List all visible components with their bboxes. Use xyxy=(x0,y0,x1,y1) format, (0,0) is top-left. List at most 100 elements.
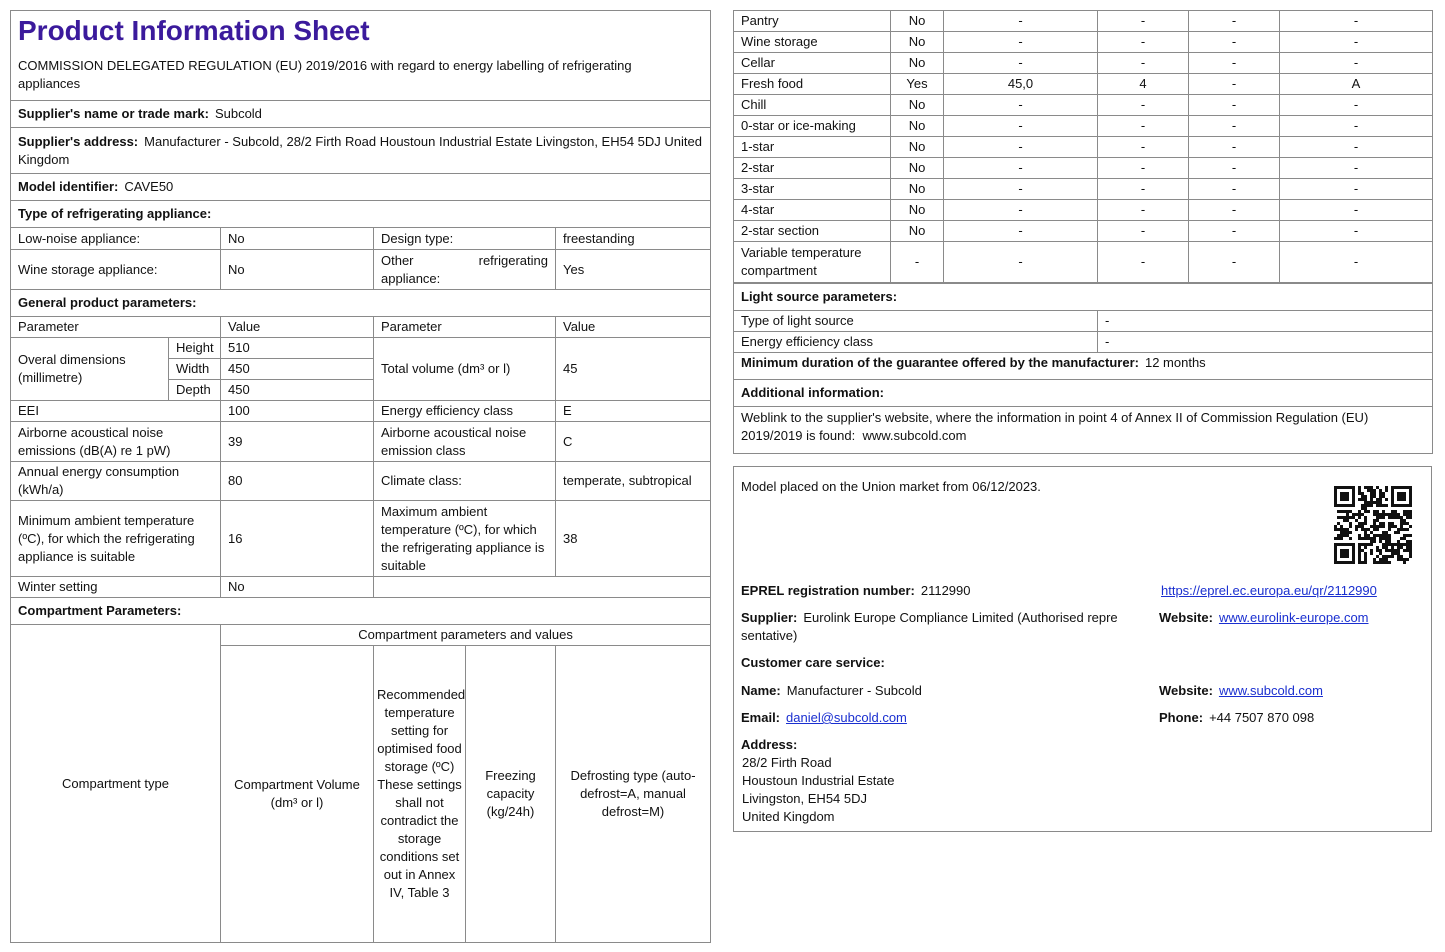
min-ambient-value: 16 xyxy=(220,500,374,577)
compartment-group-header: Compartment parameters and values xyxy=(219,624,712,646)
compartment-volume: - xyxy=(943,220,1098,242)
compartment-temperature: - xyxy=(1097,220,1189,242)
weblink-url[interactable]: www.subcold.com xyxy=(862,428,967,443)
compartment-volume: - xyxy=(943,52,1098,74)
model-label: Model identifier: xyxy=(18,179,119,194)
wine-storage-value: No xyxy=(220,249,374,290)
aec-value: 80 xyxy=(220,461,374,501)
height-label: Height xyxy=(168,337,221,359)
compartment-present: No xyxy=(890,178,944,200)
compartment-volume: - xyxy=(943,31,1098,53)
light-class-value: - xyxy=(1096,331,1434,353)
max-ambient-label: Maximum ambient temperature (ºC), for wh… xyxy=(373,500,556,577)
email-label: Email: xyxy=(741,710,781,725)
compartment-name: 1-star xyxy=(733,136,891,158)
phone-value: +44 7507 870 098 xyxy=(1209,710,1315,725)
compartment-present: Yes xyxy=(890,73,944,95)
header-parameter-2: Parameter xyxy=(373,316,556,338)
care-name-label: Name: xyxy=(741,683,781,698)
design-type-label: Design type: xyxy=(373,227,556,250)
compartment-present: - xyxy=(890,241,944,283)
weblink-text: Weblink to the supplier's website, where… xyxy=(741,410,1369,443)
compartment-freezing: - xyxy=(1188,157,1280,179)
eprel-url-link[interactable]: https://eprel.ec.europa.eu/qr/2112990 xyxy=(1161,583,1377,598)
compartment-temperature: - xyxy=(1097,10,1189,32)
supplier-website-link[interactable]: www.eurolink-europe.com xyxy=(1218,610,1369,625)
compartment-row: Pantry No - - - - xyxy=(733,10,1433,32)
design-type-value: freestanding xyxy=(554,227,712,250)
depth-label: Depth xyxy=(168,379,221,401)
eec-value: E xyxy=(554,400,712,422)
compartment-defrost: - xyxy=(1279,115,1433,137)
compartment-freezing: - xyxy=(1188,52,1280,74)
freezing-header: Freezing capacity (kg/24h) xyxy=(465,645,556,943)
eec-label: Energy efficiency class xyxy=(373,400,556,422)
care-website-label: Website: xyxy=(1159,683,1213,698)
compartment-defrost: - xyxy=(1279,31,1433,53)
compartment-volume: - xyxy=(943,94,1098,116)
compartment-temperature: - xyxy=(1097,136,1189,158)
care-website-link[interactable]: www.subcold.com xyxy=(1218,683,1323,698)
min-ambient-label: Minimum ambient temperature (ºC), for wh… xyxy=(10,500,221,577)
address-label: Address: xyxy=(741,737,798,752)
compartment-freezing: - xyxy=(1188,10,1280,32)
supplier-address: Manufacturer - Subcold, 28/2 Firth Road … xyxy=(18,133,702,167)
supplier-address-label: Supplier's address: xyxy=(18,133,139,149)
other-appliance-label: Other refrigerating appliance: xyxy=(373,249,556,290)
compartment-temperature: 4 xyxy=(1097,73,1189,95)
placed-on-market: Model placed on the Union market from 06… xyxy=(741,479,1041,494)
eei-value: 100 xyxy=(220,400,374,422)
compartment-volume: - xyxy=(943,115,1098,137)
compartment-present: No xyxy=(890,94,944,116)
compartment-present: No xyxy=(890,136,944,158)
compartment-row: 2-star section No - - - - xyxy=(733,220,1433,242)
header-value: Value xyxy=(220,316,374,338)
compartment-type-header: Compartment type xyxy=(10,624,221,943)
compartment-row: Fresh food Yes 45,0 4- A xyxy=(733,73,1433,95)
phone-label: Phone: xyxy=(1159,710,1204,725)
compartment-name: 4-star xyxy=(733,199,891,221)
compartment-defrost: A xyxy=(1279,73,1433,95)
supplier-name-label: Supplier's name or trade mark: xyxy=(18,106,209,121)
additional-heading: Additional information: xyxy=(732,379,1434,407)
compartment-heading: Compartment Parameters: xyxy=(9,597,712,625)
compartment-name: Cellar xyxy=(733,52,891,74)
eei-label: EEI xyxy=(10,400,221,422)
compartment-row: Cellar No - - - - xyxy=(733,52,1433,74)
light-heading: Light source parameters: xyxy=(732,283,1434,311)
compartment-freezing: - xyxy=(1188,73,1280,95)
compartment-name: Pantry xyxy=(733,10,891,32)
climate-label: Climate class: xyxy=(373,461,556,501)
winter-value: No xyxy=(220,576,374,598)
other-appliance-value: Yes xyxy=(554,249,712,290)
compartment-freezing: - xyxy=(1188,94,1280,116)
model-identifier: CAVE50 xyxy=(124,179,174,194)
compartment-volume: 45,0 xyxy=(943,73,1098,95)
defrost-header: Defrosting type (auto-defrost=A, manual … xyxy=(554,645,712,943)
climate-value: temperate, subtropical xyxy=(554,461,712,501)
height-value: 510 xyxy=(220,337,374,359)
compartment-present: No xyxy=(890,31,944,53)
light-type-label: Type of light source xyxy=(733,310,1098,332)
compartment-row: 0-star or ice-making No - - - - xyxy=(733,115,1433,137)
address-line: Livingston, EH54 5DJ xyxy=(742,791,868,806)
compartment-row: 3-star No - - - - xyxy=(733,178,1433,200)
regulation-text: COMMISSION DELEGATED REGULATION (EU) 201… xyxy=(18,58,632,91)
compartment-defrost: - xyxy=(1279,157,1433,179)
compartment-name: 0-star or ice-making xyxy=(733,115,891,137)
product-info-table: Product Information Sheet COMMISSION DEL… xyxy=(9,10,712,625)
address-line: 28/2 Firth Road xyxy=(742,755,832,770)
supplier-label: Supplier: xyxy=(741,610,798,625)
email-link[interactable]: daniel@subcold.com xyxy=(786,710,907,725)
width-label: Width xyxy=(168,358,221,380)
compartment-name: 2-star section xyxy=(733,220,891,242)
eprel-reg-number: 2112990 xyxy=(920,583,971,598)
compartment-freezing: - xyxy=(1188,178,1280,200)
compartment-name: 3-star xyxy=(733,178,891,200)
aec-label: Annual energy consumption (kWh/a) xyxy=(10,461,221,501)
page-title: Product Information Sheet xyxy=(18,15,370,46)
compartment-freezing: - xyxy=(1188,115,1280,137)
compartment-row: Wine storage No - - - - xyxy=(733,31,1433,53)
compartment-temperature: - xyxy=(1097,94,1189,116)
compartment-table: Pantry No - - - - Wine storage No - - - - Cellar No - -… xyxy=(733,10,1433,283)
